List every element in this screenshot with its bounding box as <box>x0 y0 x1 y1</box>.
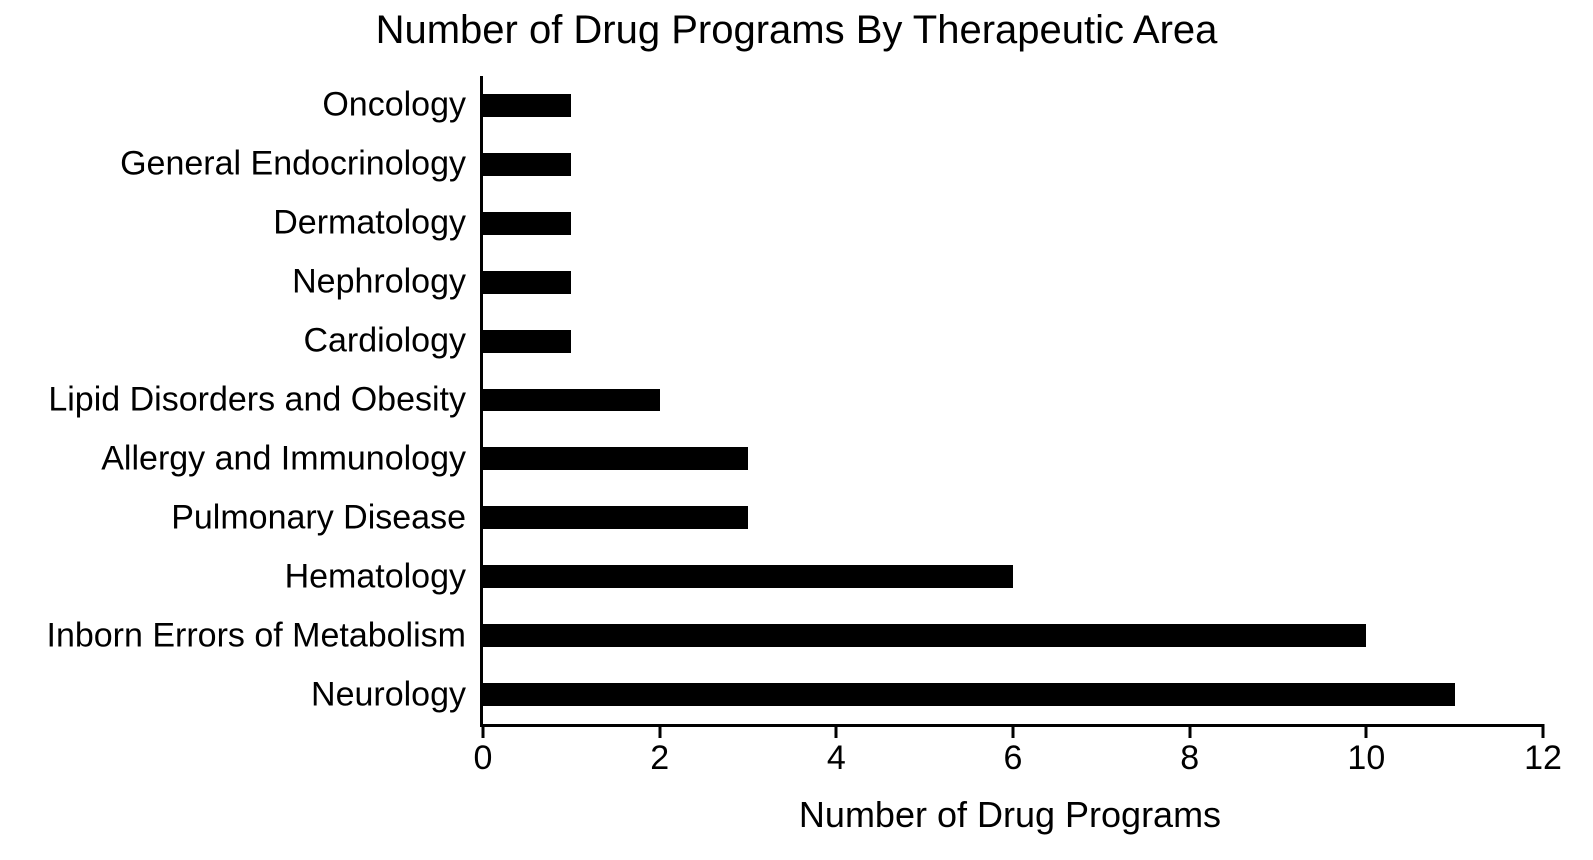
x-axis-title: Number of Drug Programs <box>480 794 1540 836</box>
bar <box>483 271 571 294</box>
chart-container: Number of Drug Programs By Therapeutic A… <box>0 0 1593 860</box>
bar <box>483 389 660 412</box>
chart-title: Number of Drug Programs By Therapeutic A… <box>0 8 1593 53</box>
bar <box>483 330 571 353</box>
category-label: Inborn Errors of Metabolism <box>0 616 466 655</box>
category-label: Nephrology <box>0 263 466 302</box>
category-label: Lipid Disorders and Obesity <box>0 381 466 420</box>
x-tick <box>1188 724 1191 738</box>
category-label: Cardiology <box>0 322 466 361</box>
x-tick-label: 8 <box>1180 739 1199 778</box>
category-label: Dermatology <box>0 204 466 243</box>
x-tick-label: 10 <box>1347 739 1385 778</box>
x-tick <box>1542 724 1545 738</box>
category-label: Allergy and Immunology <box>0 439 466 478</box>
category-label: Oncology <box>0 86 466 125</box>
x-tick <box>1365 724 1368 738</box>
x-tick <box>835 724 838 738</box>
x-tick <box>482 724 485 738</box>
x-tick-label: 2 <box>650 739 669 778</box>
x-tick-label: 4 <box>827 739 846 778</box>
x-tick <box>1012 724 1015 738</box>
x-tick-label: 0 <box>474 739 493 778</box>
category-label: Hematology <box>0 557 466 596</box>
category-label: Neurology <box>0 675 466 714</box>
bar <box>483 506 748 529</box>
x-tick-label: 6 <box>1004 739 1023 778</box>
bar <box>483 565 1013 588</box>
bar <box>483 447 748 470</box>
x-tick-label: 12 <box>1524 739 1562 778</box>
bar <box>483 94 571 117</box>
category-label: General Endocrinology <box>0 145 466 184</box>
bar <box>483 624 1366 647</box>
bar <box>483 683 1455 706</box>
plot-area: 024681012 <box>480 76 1543 727</box>
bar <box>483 153 571 176</box>
category-label: Pulmonary Disease <box>0 498 466 537</box>
x-tick <box>658 724 661 738</box>
bar <box>483 212 571 235</box>
